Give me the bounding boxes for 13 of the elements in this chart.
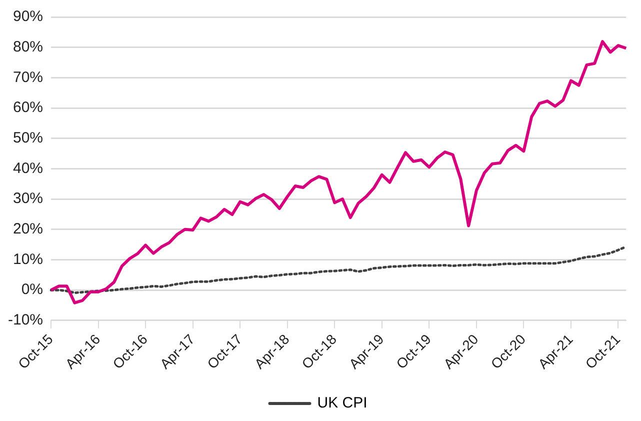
y-tick-label: 60% [12,99,44,116]
y-tick-label: -10% [8,312,44,329]
y-tick-label: 10% [12,250,44,268]
y-tick-label: 80% [12,38,44,56]
y-tick-label: 70% [12,68,44,86]
legend-label: UK CPI [317,394,368,412]
y-tick-label: 90% [12,8,44,26]
y-tick-label: 20% [12,220,44,238]
y-tick-label: 50% [12,130,44,147]
y-tick-label: 40% [12,160,44,177]
line-series [50,245,628,294]
y-tick-label: 30% [12,190,44,208]
y-tick-label: 0% [21,281,44,298]
